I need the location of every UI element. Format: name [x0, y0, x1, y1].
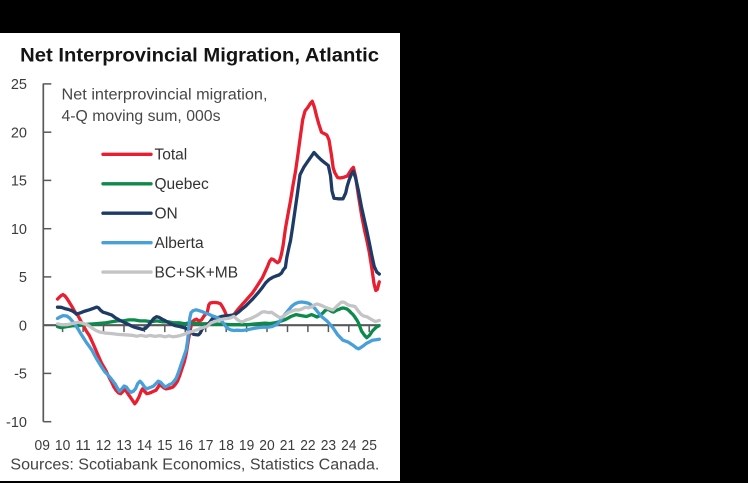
svg-text:14: 14	[137, 438, 152, 454]
svg-text:22: 22	[300, 438, 315, 454]
svg-text:20: 20	[11, 125, 27, 141]
svg-text:13: 13	[116, 438, 131, 454]
svg-text:25: 25	[11, 77, 27, 93]
svg-text:BC+SK+MB: BC+SK+MB	[155, 265, 239, 282]
svg-text:-5: -5	[14, 367, 27, 383]
svg-text:15: 15	[157, 438, 172, 454]
svg-text:11: 11	[75, 438, 90, 454]
svg-text:09: 09	[35, 438, 50, 454]
svg-text:5: 5	[19, 270, 27, 286]
svg-text:Quebec: Quebec	[155, 176, 210, 193]
svg-text:Net Interprovincial Migration,: Net Interprovincial Migration, Atlantic	[20, 45, 379, 67]
svg-text:Alberta: Alberta	[155, 235, 204, 252]
svg-text:16: 16	[178, 438, 193, 454]
svg-text:Total: Total	[155, 147, 188, 164]
svg-text:Sources: Scotiabank Economics,: Sources: Scotiabank Economics, Statistic…	[10, 457, 379, 474]
svg-text:4-Q moving sum, 000s: 4-Q moving sum, 000s	[62, 108, 221, 125]
svg-text:10: 10	[11, 222, 27, 238]
svg-text:21: 21	[280, 438, 295, 454]
svg-text:Net interprovincial migration,: Net interprovincial migration,	[62, 87, 268, 104]
svg-text:ON: ON	[155, 206, 178, 223]
svg-text:18: 18	[219, 438, 234, 454]
svg-text:25: 25	[362, 438, 377, 454]
svg-text:24: 24	[341, 438, 356, 454]
svg-text:0: 0	[19, 318, 27, 334]
svg-text:12: 12	[96, 438, 111, 454]
svg-text:-10: -10	[6, 415, 27, 431]
svg-text:19: 19	[239, 438, 254, 454]
svg-text:20: 20	[259, 438, 274, 454]
svg-text:23: 23	[321, 438, 336, 454]
svg-text:15: 15	[11, 174, 27, 190]
svg-text:10: 10	[55, 438, 70, 454]
svg-text:17: 17	[198, 438, 213, 454]
